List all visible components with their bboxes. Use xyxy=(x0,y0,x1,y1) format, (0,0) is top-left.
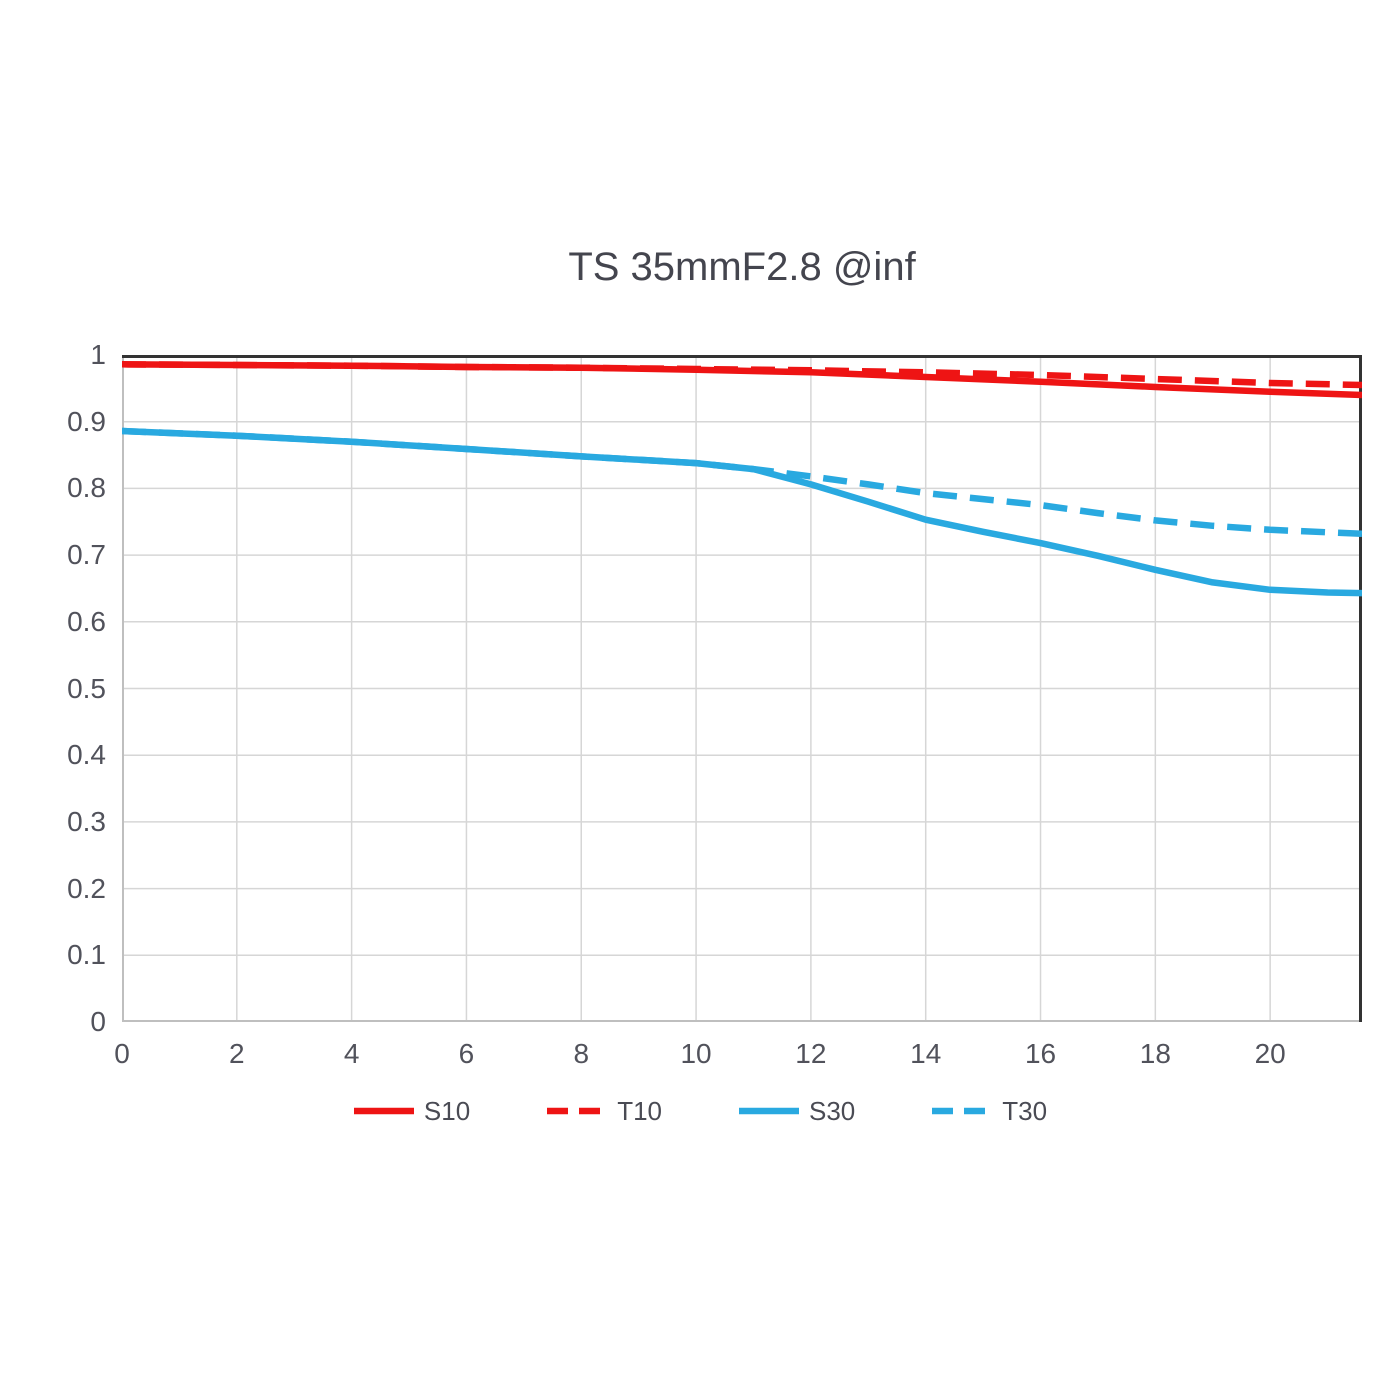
y-tick-label: 0.1 xyxy=(67,939,106,971)
x-tick-label: 8 xyxy=(573,1038,590,1069)
legend-swatch-dashed-icon xyxy=(547,1107,608,1115)
y-tick-label: 0.4 xyxy=(67,739,106,771)
legend-item-S10: S10 xyxy=(353,1096,470,1126)
legend-label: S10 xyxy=(423,1096,471,1126)
y-tick-label: 0.6 xyxy=(67,605,106,637)
x-tick-label: 14 xyxy=(910,1038,942,1069)
series-line-T30 xyxy=(122,427,1362,538)
plot-svg xyxy=(122,355,1362,1022)
y-tick-label: 0.9 xyxy=(67,405,106,437)
x-tick-label: 2 xyxy=(229,1038,245,1069)
chart-title: TS 35mmF2.8 @inf xyxy=(568,245,916,289)
y-tick-label: 0.5 xyxy=(67,672,106,704)
x-tick-label: 10 xyxy=(680,1038,712,1069)
x-tick-label: 20 xyxy=(1254,1038,1286,1069)
y-tick-label: 0.3 xyxy=(67,805,106,837)
legend: S10 T10 S30 T30 xyxy=(0,1096,1400,1126)
y-tick-label: 0.7 xyxy=(67,539,106,571)
x-tick-label: 18 xyxy=(1139,1038,1171,1069)
y-tick-label: 0.8 xyxy=(67,472,106,504)
legend-item-S30: S30 xyxy=(738,1096,855,1126)
series-line-T10 xyxy=(122,361,1362,389)
legend-label: T10 xyxy=(617,1096,662,1126)
legend-item-T30: T30 xyxy=(931,1096,1047,1126)
x-tick-label: 0 xyxy=(114,1038,130,1069)
y-tick-label: 1 xyxy=(90,339,106,370)
legend-swatch-dashed-icon xyxy=(932,1107,993,1115)
x-tick-label: 16 xyxy=(1024,1038,1057,1069)
x-tick-label: 4 xyxy=(343,1038,360,1069)
series-line-S30 xyxy=(122,427,1362,597)
x-tick-label: 12 xyxy=(795,1038,827,1069)
legend-label: S30 xyxy=(809,1096,856,1126)
y-tick-label: 0.2 xyxy=(67,872,106,904)
legend-swatch-solid-icon xyxy=(353,1107,414,1115)
legend-item-T10: T10 xyxy=(546,1096,662,1126)
legend-swatch-solid-icon xyxy=(739,1107,799,1115)
legend-label: T30 xyxy=(1002,1096,1048,1126)
plot-area xyxy=(122,355,1362,1022)
y-tick-label: 0 xyxy=(90,1006,106,1037)
x-tick-label: 6 xyxy=(458,1038,475,1069)
